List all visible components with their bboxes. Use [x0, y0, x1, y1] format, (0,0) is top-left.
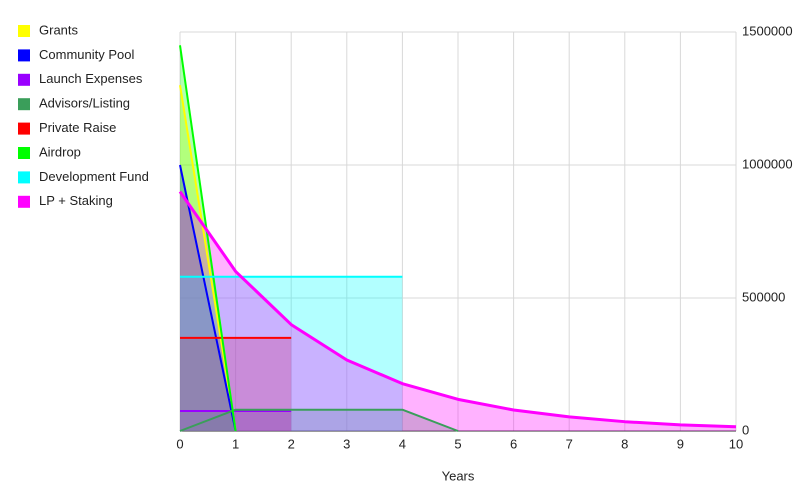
legend-swatch [18, 25, 30, 37]
x-tick-label: 3 [343, 436, 350, 451]
x-tick-label: 7 [566, 436, 573, 451]
series-line [179, 164, 237, 432]
legend-label: Airdrop [39, 144, 81, 159]
x-tick-label: 4 [399, 436, 406, 451]
legend-label: Community Pool [39, 47, 134, 62]
y-tick-label: 0 [742, 422, 749, 437]
legend-swatch [18, 49, 30, 62]
x-tick-label: 6 [510, 436, 517, 451]
legend-label: Private Raise [39, 120, 116, 135]
x-tick-label: 5 [454, 436, 461, 451]
y-tick-label: 1000000 [742, 156, 793, 171]
legend-swatch [18, 73, 30, 86]
legend-swatch [18, 171, 30, 184]
legend-swatch [18, 147, 30, 159]
x-tick-label: 9 [677, 436, 684, 451]
x-tick-label: 0 [176, 436, 183, 451]
x-tick-label: 1 [232, 436, 239, 451]
x-axis-label: Years [442, 468, 475, 483]
y-tick-label: 1500000 [742, 23, 793, 38]
area-fill [180, 191, 736, 431]
series-line [179, 45, 237, 432]
area-fill [180, 409, 458, 431]
area-fill [180, 276, 403, 431]
x-tick-label: 2 [288, 436, 295, 451]
y-tick-label: 500000 [742, 289, 785, 304]
legend-label: Grants [39, 22, 79, 37]
area-fill [180, 337, 292, 431]
legend-label: LP + Staking [39, 193, 113, 208]
legend-label: Advisors/Listing [39, 96, 130, 111]
series-line [178, 190, 737, 429]
legend-label: Launch Expenses [39, 71, 143, 86]
legend-swatch [18, 98, 30, 111]
x-tick-label: 8 [621, 436, 628, 451]
legend-label: Development Fund [39, 169, 149, 184]
series-line [179, 408, 459, 432]
area-fill [180, 411, 292, 431]
x-tick-label: 10 [729, 436, 743, 451]
legend-swatch [18, 122, 30, 135]
legend-swatch [18, 195, 30, 208]
